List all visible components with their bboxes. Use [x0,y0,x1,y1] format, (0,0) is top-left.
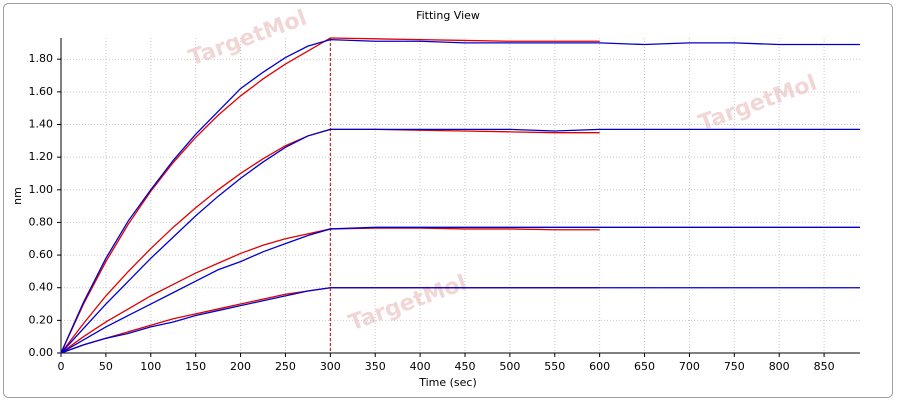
y-tick-label: 0.00 [29,346,54,359]
x-tick-label: 750 [724,360,745,373]
y-tick-label: 1.80 [29,52,54,65]
x-tick-label: 50 [99,360,113,373]
x-tick-label: 300 [320,360,341,373]
x-tick-label: 800 [769,360,790,373]
y-tick-label: 1.40 [29,118,54,131]
y-tick-label: 0.80 [29,215,54,228]
data-line [60,227,600,354]
data-line [60,226,860,354]
x-tick-label: 200 [230,360,251,373]
x-tick-label: 350 [365,360,386,373]
data-line [60,37,600,354]
y-tick-label: 0.40 [29,281,54,294]
x-tick-label: 400 [410,360,431,373]
data-line [60,38,860,354]
x-tick-label: 150 [185,360,206,373]
window-frame [3,3,893,398]
x-axis-label: Time (sec) [418,376,477,389]
x-tick-label: 100 [140,360,161,373]
y-tick-label: 0.20 [29,313,54,326]
y-tick-label: 1.60 [29,85,54,98]
x-tick-label: 650 [634,360,655,373]
data-line [60,128,860,354]
x-tick-label: 550 [544,360,565,373]
y-tick-label: 0.60 [29,248,54,261]
x-tick-label: 250 [275,360,296,373]
x-tick-label: 700 [679,360,700,373]
y-axis-label: nm [11,187,24,205]
x-tick-label: 600 [589,360,610,373]
x-tick-label: 0 [58,360,65,373]
x-tick-label: 500 [499,360,520,373]
x-tick-label: 450 [454,360,475,373]
data-line [60,287,860,354]
chart-title: Fitting View [416,9,480,22]
y-tick-label: 1.00 [29,183,54,196]
x-tick-label: 850 [814,360,835,373]
data-line [60,128,600,354]
y-tick-label: 1.20 [29,150,54,163]
